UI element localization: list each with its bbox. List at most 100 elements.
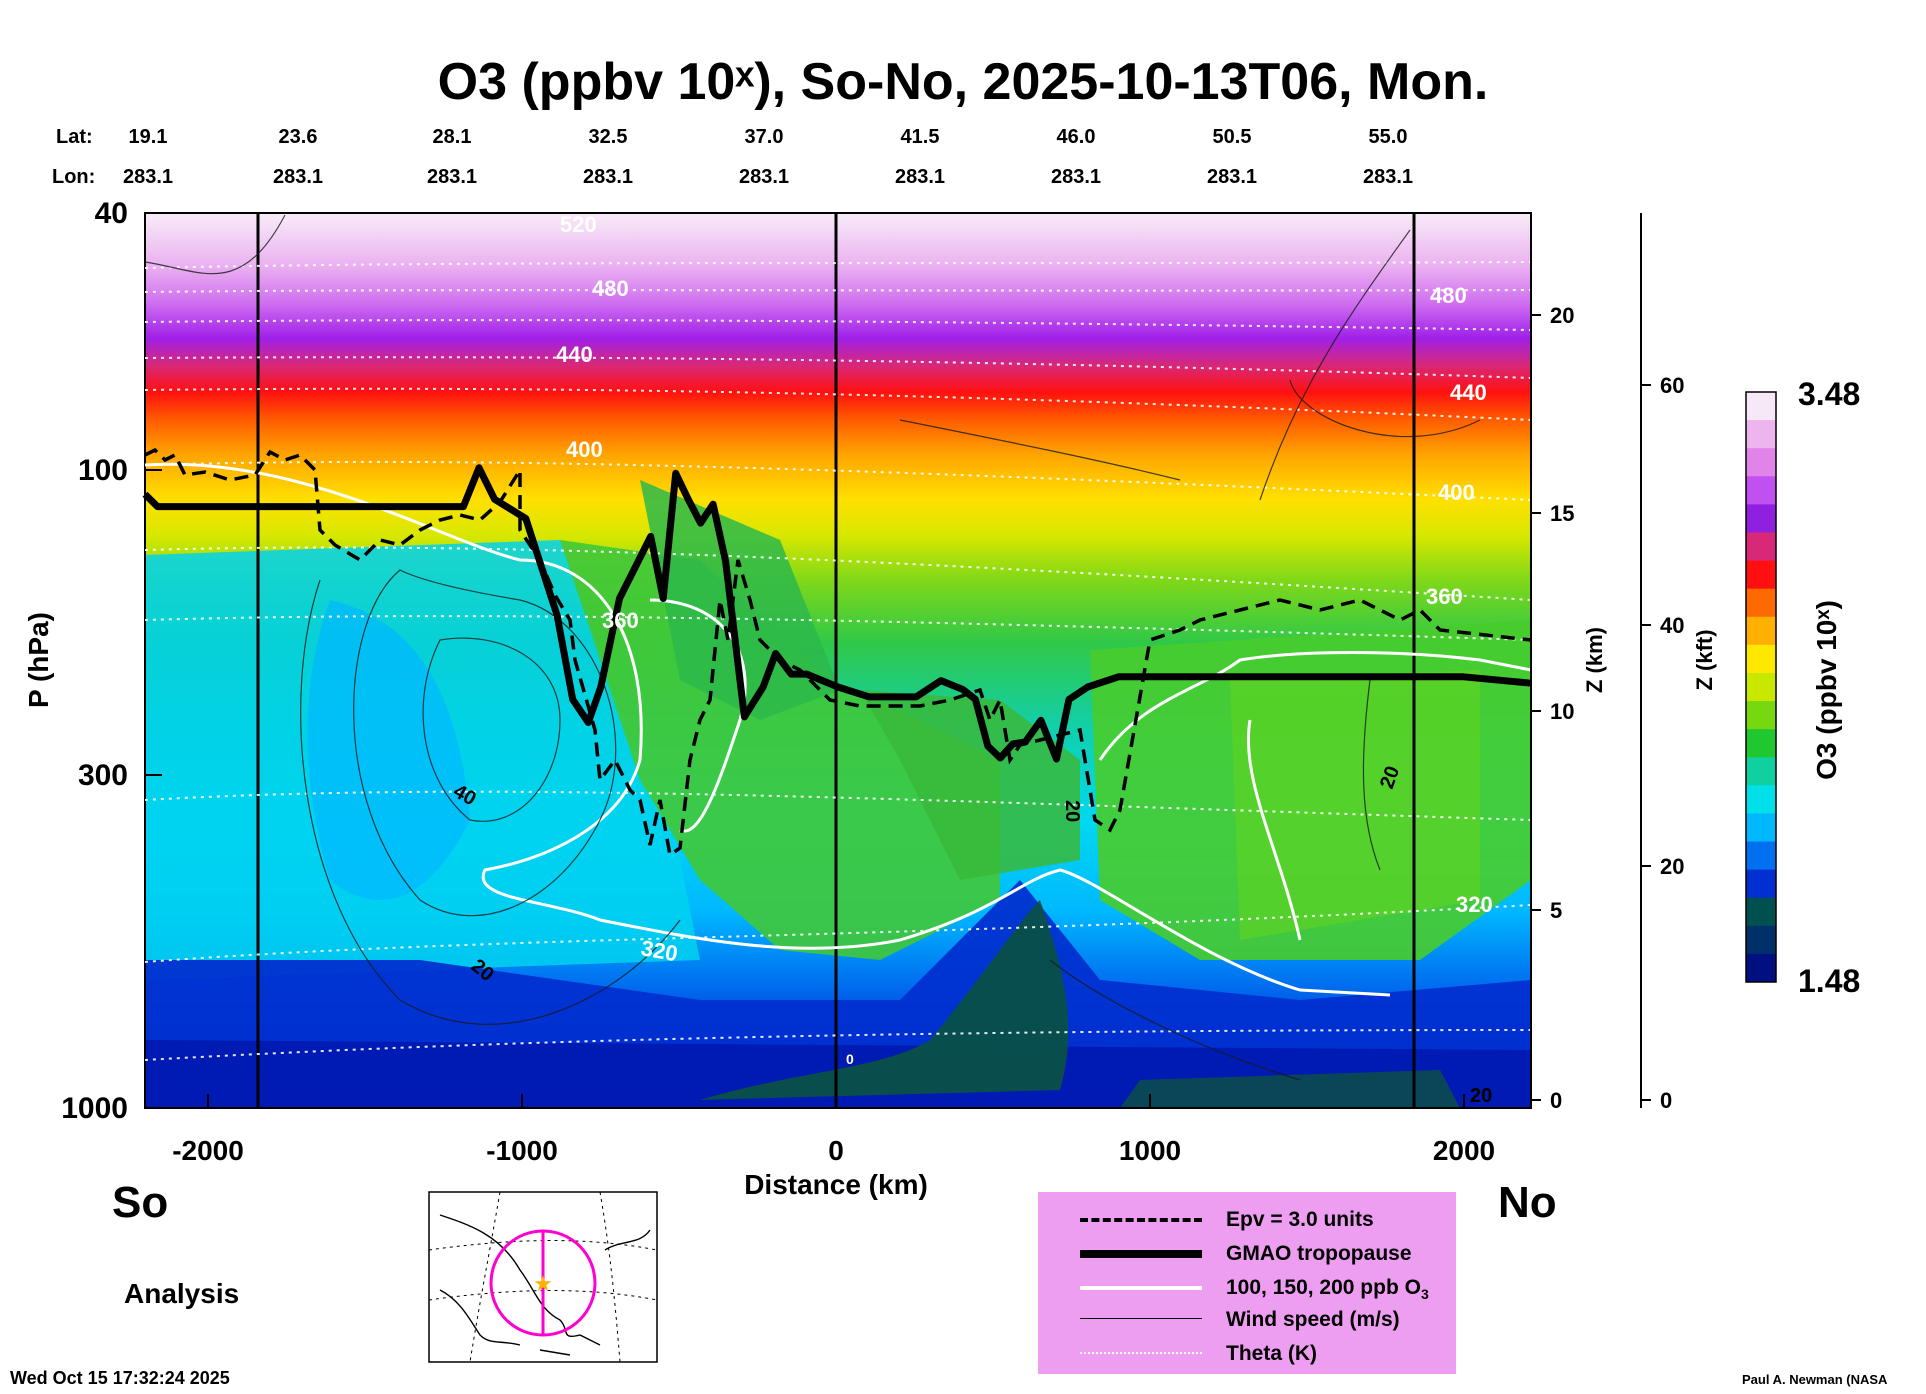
theta-label: 400 [1438, 480, 1475, 505]
chart-title: O3 (ppbv 10ˣ), So-No, 2025-10-13T06, Mon… [437, 53, 1489, 111]
lon-value: 283.1 [1206, 166, 1258, 188]
zkft-tick-label: 20 [1660, 854, 1684, 879]
zkft-tick-label: 0 [1660, 1088, 1672, 1113]
zkm-tick-label: 10 [1550, 699, 1574, 724]
reference-verticals [256, 213, 1416, 1108]
theta-label: 440 [556, 342, 593, 367]
zkm-tick-label: 0 [1550, 1088, 1562, 1113]
lon-value: 283.1 [1050, 166, 1102, 188]
pressure-axis-label: P (hPa) [23, 612, 54, 708]
credit: Paul A. Newman (NASA [1742, 1372, 1888, 1387]
colorbar-segment [1746, 897, 1776, 927]
colorbar-segment [1746, 729, 1776, 758]
zkm-tick-label: 15 [1550, 501, 1574, 526]
o3-contours [144, 462, 1532, 997]
timestamp: Wed Oct 15 17:32:24 2025 [10, 1368, 230, 1388]
wind-label: 0 [846, 1051, 854, 1067]
colorbar-segment [1746, 841, 1776, 871]
theta-label: 480 [592, 276, 629, 301]
colorbar-segment [1746, 420, 1776, 449]
theta-label: 320 [1456, 892, 1493, 917]
pressure-tick-label: 300 [78, 759, 128, 792]
colorbar-segment [1746, 616, 1776, 646]
distance-tick-label: -1000 [486, 1135, 558, 1166]
colorbar-segment [1746, 785, 1776, 814]
legend-label-subscript: 3 [1420, 1286, 1429, 1303]
legend-label: Theta (K) [1226, 1342, 1317, 1365]
epv-contour [144, 447, 1532, 858]
colorbar-segment [1746, 701, 1776, 730]
distance-tick-label: 0 [828, 1135, 844, 1166]
pressure-axis-ticks [145, 212, 162, 1109]
dotted-line-icon [1080, 1352, 1202, 1354]
lat-value: 37.0 [744, 126, 784, 148]
dashed-line-icon [1080, 1218, 1202, 1222]
lon-value: 283.1 [894, 166, 946, 188]
wind-contours [144, 214, 1481, 1081]
colorbar-segment [1746, 672, 1776, 702]
theta-labels: 520 480 440 400 360 320 440 400 360 320 … [556, 212, 1493, 966]
lon-value: 283.1 [738, 166, 790, 188]
lon-value: 283.1 [426, 166, 478, 188]
colorbar-segment [1746, 588, 1776, 618]
tropopause-line [142, 464, 1532, 763]
colorbar [1746, 392, 1776, 983]
zkft-tick-label: 60 [1660, 373, 1684, 398]
white-line-icon [1080, 1286, 1202, 1290]
legend-item-tropopause: GMAO tropopause [1038, 1238, 1456, 1272]
legend-label: GMAO tropopause [1226, 1242, 1412, 1265]
lat-header-label: Lat: [56, 126, 93, 148]
distance-tick-label: 1000 [1119, 1135, 1181, 1166]
legend-label: Wind speed (m/s) [1226, 1308, 1400, 1331]
distance-tick-label: -2000 [172, 1135, 244, 1166]
pressure-tick-label: 100 [78, 454, 128, 487]
theta-label: 400 [566, 437, 603, 462]
lon-value: 283.1 [272, 166, 324, 188]
distance-axis-ticks [207, 1094, 1465, 1108]
zkft-axis-label: Z (kft) [1692, 629, 1717, 690]
lon-value: 283.1 [1362, 166, 1414, 188]
lat-value: 55.0 [1368, 126, 1408, 148]
north-label: No [1498, 1178, 1557, 1227]
lat-value: 41.5 [900, 126, 940, 148]
ozone-field [145, 213, 1531, 1108]
zkft-tick-label: 40 [1660, 613, 1684, 638]
colorbar-segment [1746, 953, 1776, 983]
thick-line-icon [1080, 1250, 1202, 1258]
colorbar-segment [1746, 448, 1776, 477]
colorbar-segment [1746, 757, 1776, 786]
distance-tick-label: 2000 [1433, 1135, 1495, 1166]
lon-value: 283.1 [582, 166, 634, 188]
pressure-tick-label: 1000 [61, 1092, 128, 1125]
colorbar-segment [1746, 504, 1776, 533]
theta-label: 360 [1426, 584, 1463, 609]
legend-item-o3: 100, 150, 200 ppb O3 [1038, 1272, 1456, 1306]
legend: Epv = 3.0 units GMAO tropopause 100, 150… [1038, 1192, 1456, 1374]
zkm-axis-ticks [1531, 314, 1541, 1101]
distance-tick-labels: -2000 -1000 0 1000 2000 [172, 1135, 1495, 1166]
theta-label: 520 [560, 212, 597, 237]
legend-label: 100, 150, 200 ppb O3 [1226, 1276, 1429, 1302]
theta-label: 440 [1450, 380, 1487, 405]
lon-header-label: Lon: [52, 166, 96, 188]
star-icon: ★ [533, 1271, 553, 1296]
colorbar-segment [1746, 560, 1776, 590]
colorbar-label: O3 (ppbv 10ˣ) [1811, 600, 1842, 780]
legend-label: Epv = 3.0 units [1226, 1208, 1374, 1231]
legend-item-theta: Theta (K) [1038, 1338, 1456, 1372]
theta-contours [144, 261, 1532, 1061]
lat-value: 32.5 [588, 126, 628, 148]
zkm-tick-label: 20 [1550, 303, 1574, 328]
theta-label: 480 [1430, 283, 1467, 308]
theta-label: 360 [602, 608, 639, 633]
wind-label: 20 [1470, 1085, 1492, 1107]
pressure-tick-labels: 40 100 300 1000 [61, 197, 128, 1125]
lat-value: 28.1 [432, 126, 472, 148]
zkm-tick-labels: 20 15 10 5 0 [1550, 303, 1574, 1113]
colorbar-min-label: 1.48 [1798, 963, 1860, 999]
colorbar-segment [1746, 476, 1776, 505]
colorbar-segment [1746, 644, 1776, 674]
distance-axis-label: Distance (km) [744, 1169, 928, 1200]
lat-value: 19.1 [128, 126, 168, 148]
